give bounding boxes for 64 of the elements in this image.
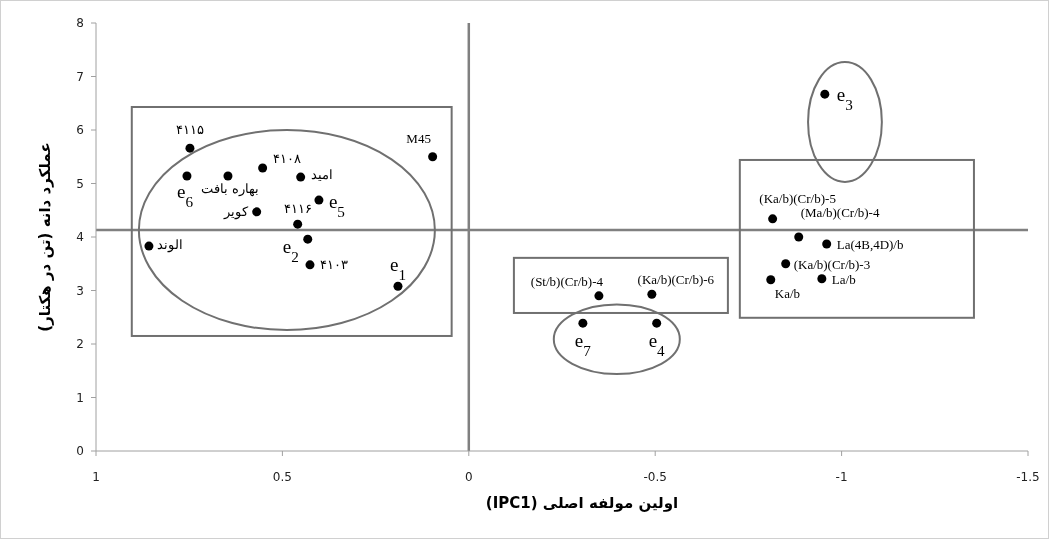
annotation: ۴۱۱۵ — [175, 122, 204, 138]
point — [296, 172, 306, 182]
x-tick-label: 1 — [92, 470, 100, 484]
annotation: (Ka/b)(Cr/b)-3 — [793, 256, 871, 272]
point — [305, 260, 315, 270]
point — [794, 232, 804, 242]
ylabel: عملکرد دانه (تن در هکتار) — [36, 142, 54, 332]
y-tick-label: 2 — [76, 337, 84, 351]
point — [144, 241, 154, 251]
point — [314, 195, 324, 205]
y-tick-label: 3 — [76, 283, 84, 298]
x-tick-label: -1.5 — [1016, 470, 1040, 484]
y-tick-label: 5 — [76, 176, 84, 191]
annotation: کویر — [222, 203, 249, 220]
annotation: (Ka/b)(Cr/b)-6 — [637, 272, 715, 288]
annotation: e$_{3}$ — [836, 84, 853, 113]
annotation: (St/b)(Cr/b)-4 — [530, 273, 604, 289]
point — [781, 259, 791, 269]
annotation: e$_{6}$ — [176, 181, 194, 210]
x-tick-label: 0.5 — [272, 470, 292, 484]
annotation: بهاره بافت — [201, 181, 259, 198]
y-tick-label: 6 — [76, 123, 84, 137]
y-tick-label: 7 — [76, 69, 84, 84]
point — [428, 152, 438, 162]
y-tick-label: 0 — [76, 444, 84, 458]
annotation: La/b — [831, 271, 856, 287]
annotation: (Ka/b)(Cr/b)-5 — [759, 190, 836, 206]
x-tick-label: -0.5 — [643, 470, 667, 484]
annotation: e$_{4}$ — [648, 330, 666, 359]
annotation: M45 — [406, 130, 431, 146]
point — [820, 89, 830, 99]
point — [766, 275, 776, 285]
annotation: (Ma/b)(Cr/b)-4 — [800, 205, 880, 220]
annotation: ۴۱۰۳ — [319, 256, 348, 272]
annotation: ۴۱۱۶ — [283, 201, 312, 217]
point — [652, 318, 662, 328]
point — [594, 291, 604, 301]
x-tick-label: 0 — [464, 470, 473, 484]
annotation: e$_{2}$ — [282, 236, 299, 265]
point — [182, 171, 192, 181]
point — [822, 239, 832, 249]
annotation: La(4B,4D)/b — [836, 236, 904, 252]
point — [393, 281, 403, 291]
point — [252, 207, 262, 217]
point — [578, 318, 588, 328]
point — [647, 289, 657, 299]
point — [768, 214, 778, 224]
point — [817, 274, 827, 284]
annotation: e$_{1}$ — [389, 254, 406, 283]
annotation: الوند — [156, 237, 183, 254]
annotation: e$_{7}$ — [574, 330, 592, 359]
annotation: امید — [310, 167, 333, 183]
annotation: e$_{5}$ — [328, 191, 345, 220]
y-tick-label: 1 — [76, 390, 84, 405]
x-tick-label: -1 — [835, 470, 848, 484]
annotation: Ka/b — [774, 285, 801, 301]
y-tick-label: 4 — [76, 230, 84, 244]
point — [293, 219, 303, 229]
annotation: ۴۱۰۸ — [272, 150, 301, 166]
point — [185, 143, 195, 153]
y-tick-label: 8 — [76, 16, 84, 30]
point — [303, 234, 313, 244]
point — [223, 171, 233, 181]
point — [258, 163, 268, 173]
